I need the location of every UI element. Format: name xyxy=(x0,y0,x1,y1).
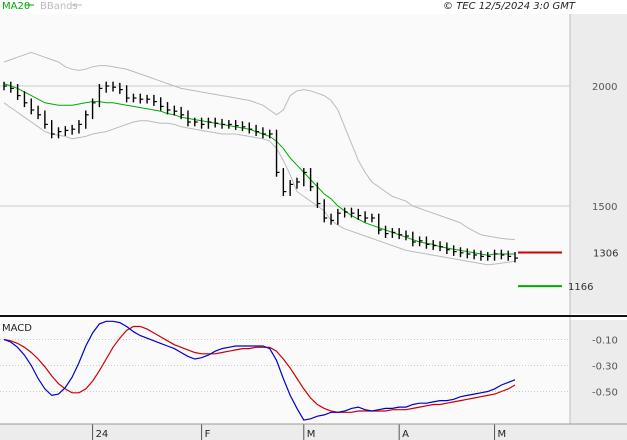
x-tick-label: M xyxy=(307,429,316,440)
level-label-1166: 1166 xyxy=(568,282,593,293)
price-panel-side-bg xyxy=(570,14,627,314)
ma20-line xyxy=(3,83,515,256)
x-tick-label: A xyxy=(402,429,409,440)
price-y-tick-label: 2000 xyxy=(592,82,617,93)
x-tick-label: F xyxy=(205,429,211,440)
price-y-tick-label: 1500 xyxy=(592,202,617,213)
price-layer: 1306 1166 xyxy=(3,51,618,293)
legend-bb-label: BBands xyxy=(40,1,78,12)
macd-y-tick-label: -0.10 xyxy=(592,336,618,347)
x-tick-label: 24 xyxy=(96,429,109,440)
macd-y-tick-label: -0.30 xyxy=(592,362,618,373)
bbands-upper-line xyxy=(3,51,516,241)
macd-line xyxy=(3,320,516,421)
macd-panel-bg xyxy=(0,320,570,424)
macd-panel-side-bg xyxy=(570,320,627,424)
bbands-lower-line xyxy=(3,102,516,266)
macd-y-tick-label: -0.50 xyxy=(592,388,618,399)
macd-layer xyxy=(3,320,516,421)
legend-ma-label: MA20 xyxy=(2,1,30,12)
level-label-1306: 1306 xyxy=(593,249,618,260)
time-axis-bg xyxy=(0,424,627,440)
grid: 2000 1500 -0.10 -0.30 -0.50 24 F M A M xyxy=(0,14,618,440)
macd-signal-line xyxy=(3,325,516,413)
x-tick-label: M xyxy=(498,429,507,440)
macd-title: MACD xyxy=(2,323,32,334)
copyright-label: © TEC 12/5/2024 3:0 GMT xyxy=(443,1,576,12)
